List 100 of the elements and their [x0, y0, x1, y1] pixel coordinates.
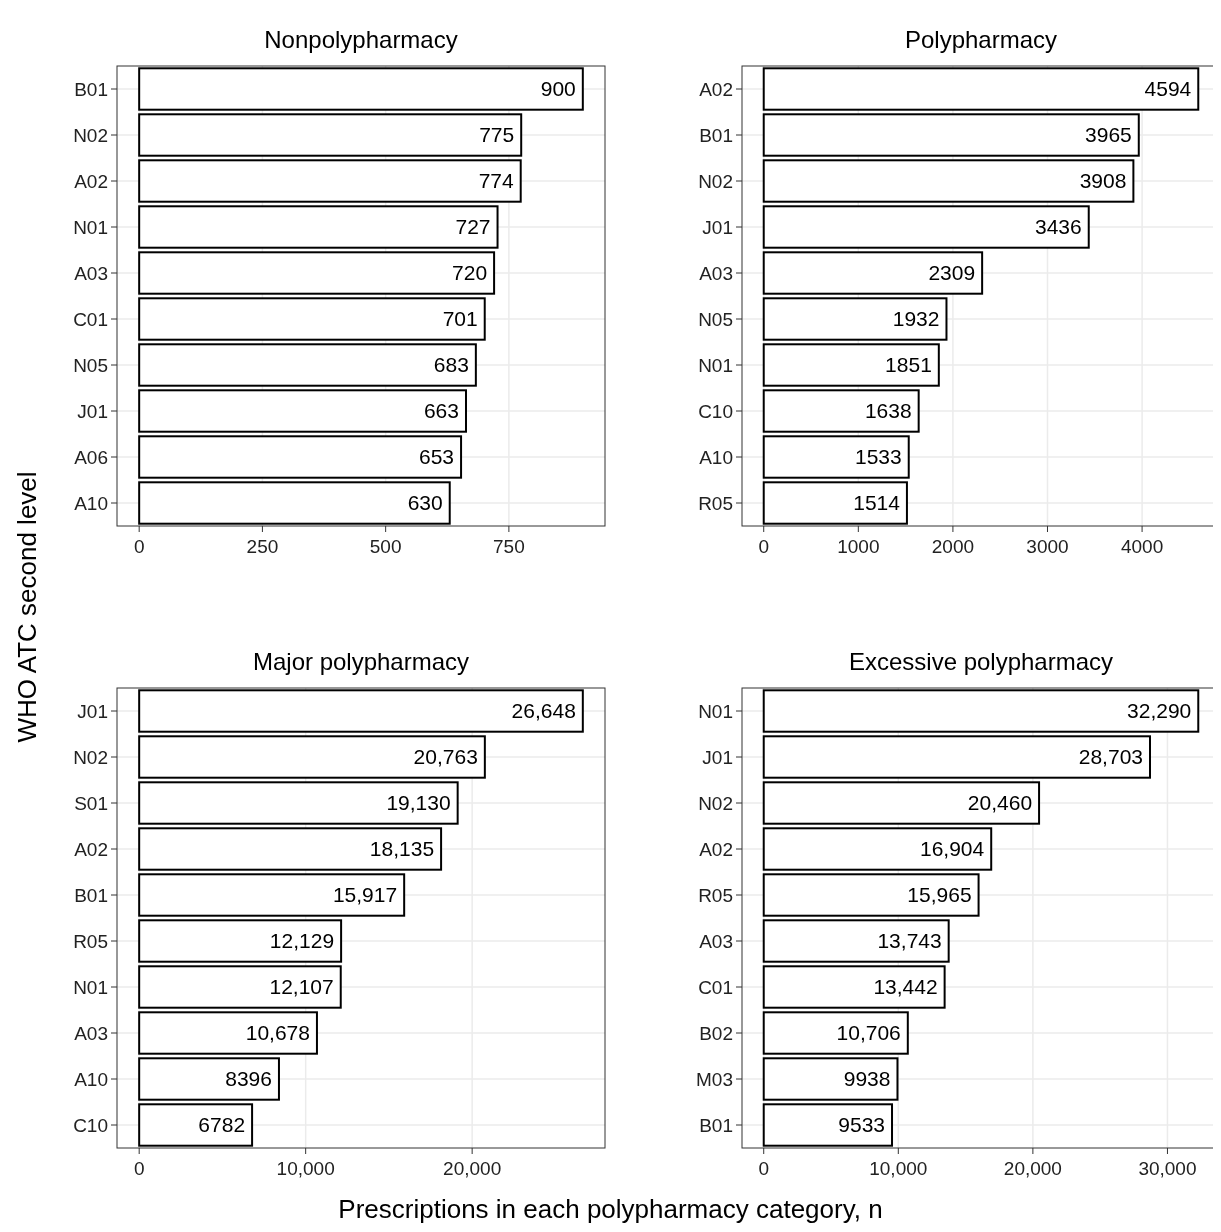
- y-tick-label: N02: [73, 746, 108, 768]
- data-label: 3436: [1035, 215, 1082, 239]
- y-tick-label: N01: [73, 216, 108, 238]
- y-tick-label: B01: [74, 884, 108, 906]
- bar: [762, 735, 1151, 779]
- y-tick-label: N02: [73, 124, 108, 146]
- bar: [762, 389, 920, 433]
- data-label: 20,460: [967, 791, 1033, 815]
- y-tick-label: N01: [698, 700, 733, 722]
- x-tick-label: 3000: [1026, 536, 1069, 557]
- chart-title: Excessive polypharmacy: [848, 648, 1114, 675]
- bar: [762, 297, 948, 341]
- bar: [762, 113, 1140, 157]
- x-tick-label: 30,000: [1138, 1158, 1197, 1179]
- data-label: 775: [479, 123, 515, 147]
- x-tick-label: 0: [758, 1158, 770, 1179]
- y-tick-label: B01: [699, 1114, 733, 1136]
- bar: [762, 781, 1041, 825]
- x-tick-label: 750: [493, 536, 525, 557]
- x-tick-label: 20,000: [1003, 1158, 1062, 1179]
- y-tick-label: A10: [699, 446, 733, 468]
- data-label: 4594: [1144, 77, 1192, 101]
- data-label: 16,904: [919, 837, 985, 861]
- y-tick-label: B02: [699, 1022, 733, 1044]
- data-label: 13,743: [877, 929, 942, 953]
- x-tick-label: 500: [369, 536, 402, 557]
- y-tick-label: R05: [698, 492, 733, 514]
- data-label: 9938: [843, 1067, 891, 1091]
- bar: [138, 389, 467, 433]
- data-label: 26,648: [511, 699, 576, 723]
- bar: [138, 735, 486, 779]
- data-label: 15,917: [332, 883, 398, 907]
- bar: [762, 159, 1135, 203]
- bar: [762, 205, 1090, 249]
- bar: [762, 435, 910, 479]
- y-tick-label: C01: [73, 308, 108, 330]
- data-label: 18,135: [369, 837, 435, 861]
- y-tick-label: J01: [77, 700, 108, 722]
- y-tick-label: M03: [696, 1068, 733, 1090]
- data-label: 3965: [1085, 123, 1132, 147]
- bar: [762, 343, 940, 387]
- y-tick-label: A02: [74, 170, 108, 192]
- data-label: 19,130: [386, 791, 451, 815]
- y-tick-label: A02: [74, 838, 108, 860]
- y-tick-label: J01: [702, 746, 733, 768]
- y-tick-label: R05: [698, 884, 733, 906]
- data-label: 6782: [198, 1113, 246, 1137]
- y-tick-label: A02: [699, 838, 733, 860]
- y-tick-label: N02: [698, 170, 733, 192]
- bar: [762, 919, 950, 963]
- y-tick-label: C10: [698, 400, 733, 422]
- y-tick-label: S01: [74, 792, 108, 814]
- x-tick-label: 2000: [931, 536, 975, 557]
- data-label: 9533: [838, 1113, 886, 1137]
- bar: [138, 1011, 318, 1055]
- y-tick-label: N01: [73, 976, 108, 998]
- chart-title: Nonpolypharmacy: [264, 26, 458, 53]
- y-tick-label: N05: [698, 308, 733, 330]
- x-tick-label: 250: [246, 536, 279, 557]
- y-tick-label: C01: [698, 976, 733, 998]
- y-tick-label: N02: [698, 792, 733, 814]
- data-label: 774: [478, 169, 515, 193]
- bar: [138, 827, 443, 871]
- y-tick-label: A03: [74, 1022, 108, 1044]
- data-label: 2309: [928, 261, 976, 285]
- data-label: 683: [433, 353, 469, 377]
- y-tick-label: J01: [77, 400, 108, 422]
- data-label: 8396: [225, 1067, 272, 1091]
- bar: [762, 1103, 894, 1147]
- data-label: 630: [407, 491, 443, 515]
- chart-title: Major polypharmacy: [252, 648, 470, 675]
- y-tick-label: A03: [699, 262, 733, 284]
- chart-title: Polypharmacy: [904, 26, 1058, 53]
- data-label: 15,965: [907, 883, 972, 907]
- bar: [762, 873, 980, 917]
- data-label: 10,706: [836, 1021, 901, 1045]
- bar: [762, 1057, 899, 1101]
- data-label: 10,678: [245, 1021, 310, 1045]
- bar: [138, 965, 342, 1009]
- bar: [138, 297, 486, 341]
- bar: [762, 827, 993, 871]
- x-tick-label: 4000: [1120, 536, 1164, 557]
- bar: [138, 873, 406, 917]
- x-tick-label: 20,000: [443, 1158, 502, 1179]
- bar: [762, 1011, 909, 1055]
- bar: [138, 1103, 254, 1147]
- y-tick-label: R05: [73, 930, 108, 952]
- data-label: 727: [455, 215, 491, 239]
- y-tick-label: A10: [74, 1068, 108, 1090]
- x-tick-label: 1000: [837, 536, 880, 557]
- data-label: 28,703: [1078, 745, 1143, 769]
- data-label: 900: [540, 77, 576, 101]
- data-label: 13,442: [873, 975, 938, 999]
- data-label: 1932: [892, 307, 940, 331]
- x-tick-label: 0: [133, 1158, 145, 1179]
- bar: [762, 67, 1200, 111]
- y-axis-title: WHO ATC second level: [12, 471, 42, 743]
- data-label: 720: [452, 261, 488, 285]
- data-label: 12,129: [269, 929, 335, 953]
- y-tick-label: C10: [73, 1114, 108, 1136]
